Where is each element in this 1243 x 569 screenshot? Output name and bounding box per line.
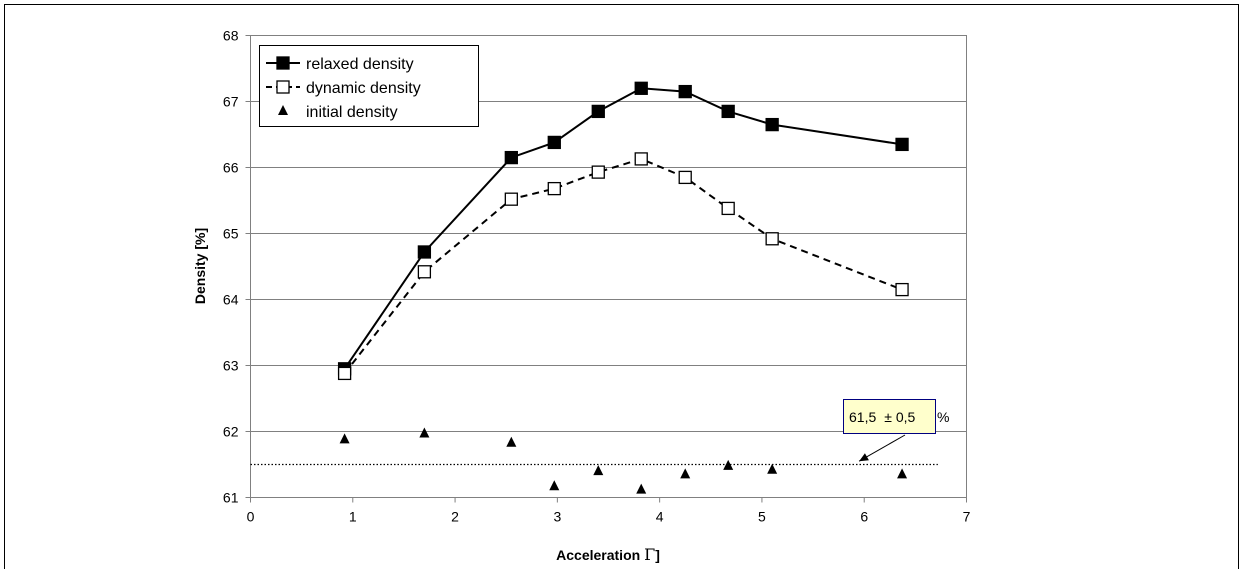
data-point bbox=[591, 104, 605, 119]
data-point bbox=[506, 436, 517, 447]
y-tick-label: 67 bbox=[223, 94, 239, 110]
y-tick-label: 65 bbox=[223, 226, 239, 242]
y-tick-label: 62 bbox=[223, 424, 239, 440]
gamma-symbol: Γ bbox=[644, 545, 655, 564]
annotation-box bbox=[843, 399, 936, 434]
series-dynamic-density bbox=[337, 152, 909, 381]
annotation-unit: % bbox=[937, 409, 949, 425]
legend-item: initial density bbox=[278, 104, 398, 121]
x-tick-label: 4 bbox=[656, 509, 664, 525]
legend-label: initial density bbox=[306, 104, 398, 121]
series-initial-density bbox=[339, 427, 908, 494]
x-tick-label: 6 bbox=[860, 509, 868, 525]
x-tick-label: 0 bbox=[247, 509, 255, 525]
data-point bbox=[591, 165, 605, 179]
data-point bbox=[593, 465, 604, 476]
data-point bbox=[547, 181, 561, 196]
data-point bbox=[419, 427, 430, 438]
legend-item: dynamic density bbox=[266, 80, 421, 97]
data-point bbox=[678, 84, 692, 99]
data-point bbox=[276, 56, 290, 70]
x-tick-label: 2 bbox=[451, 509, 459, 525]
x-tick-label: 1 bbox=[349, 509, 357, 525]
legend-label: dynamic density bbox=[306, 80, 421, 97]
data-point bbox=[634, 152, 648, 166]
legend-item: relaxed density bbox=[266, 56, 414, 73]
series-line bbox=[343, 157, 903, 375]
data-point bbox=[678, 170, 692, 185]
annotation-value: 61,5 ± 0,5 bbox=[849, 409, 915, 425]
data-point bbox=[417, 245, 432, 259]
data-point bbox=[765, 232, 779, 246]
data-point bbox=[276, 80, 290, 94]
x-tick-label: 7 bbox=[963, 509, 971, 525]
series-line bbox=[343, 87, 903, 370]
data-point bbox=[895, 137, 909, 152]
data-point bbox=[278, 105, 288, 115]
y-tick-label: 61 bbox=[223, 490, 239, 506]
x-axis-title-bracket: ] bbox=[655, 547, 660, 563]
data-point bbox=[339, 433, 350, 444]
data-point bbox=[549, 480, 560, 491]
data-point bbox=[636, 483, 647, 494]
data-point bbox=[897, 468, 908, 479]
legend-label: relaxed density bbox=[306, 56, 414, 73]
data-point bbox=[767, 463, 778, 474]
legend: relaxed density dynamic density initial de… bbox=[259, 45, 479, 127]
x-axis: 0 1 2 3 4 5 6 7 bbox=[247, 497, 971, 525]
data-point bbox=[504, 192, 518, 206]
data-point bbox=[634, 81, 648, 95]
data-point bbox=[723, 459, 734, 470]
data-point bbox=[721, 104, 735, 119]
x-tick-label: 3 bbox=[553, 509, 561, 525]
series-layer bbox=[337, 81, 909, 494]
y-axis: 61 62 63 64 65 66 67 68 bbox=[223, 28, 251, 506]
data-point bbox=[337, 366, 352, 381]
data-point bbox=[765, 117, 779, 132]
y-tick-label: 64 bbox=[223, 292, 239, 308]
annotation-arrowhead bbox=[859, 453, 869, 462]
y-tick-label: 68 bbox=[223, 28, 239, 44]
data-point bbox=[895, 282, 909, 297]
data-point bbox=[504, 150, 518, 165]
x-tick-label: 5 bbox=[758, 509, 766, 525]
x-axis-title: Acceleration Γ] bbox=[556, 545, 660, 564]
y-axis-title: Density [%] bbox=[192, 228, 208, 304]
y-tick-label: 63 bbox=[223, 358, 239, 374]
annotation: 61,5 ± 0,5 % bbox=[843, 399, 949, 462]
data-point bbox=[547, 135, 561, 150]
y-tick-label: 66 bbox=[223, 160, 239, 176]
data-point bbox=[417, 265, 432, 279]
data-point bbox=[721, 201, 735, 216]
data-point bbox=[680, 468, 691, 479]
